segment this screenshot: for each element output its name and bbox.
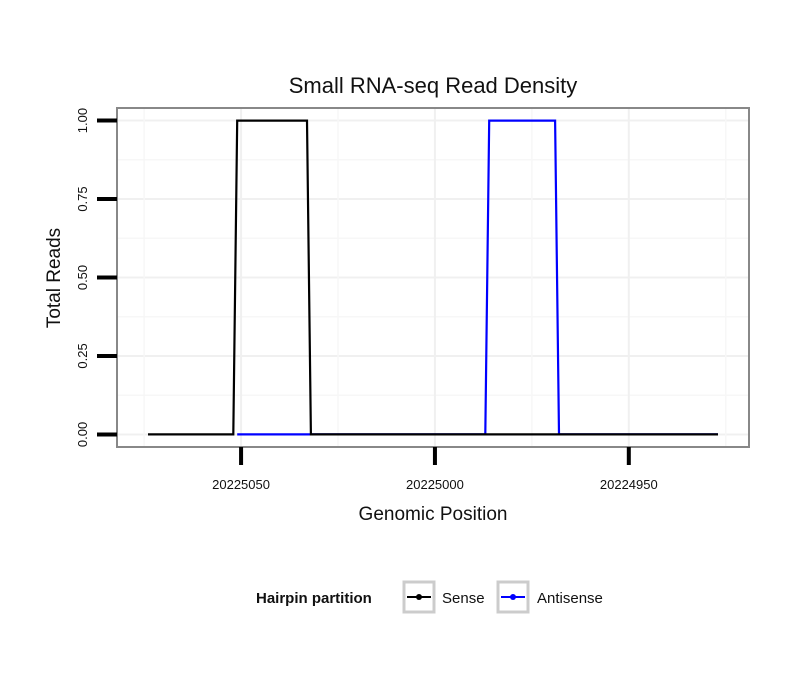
y-tick-label: 0.25 bbox=[75, 343, 90, 368]
chart-title: Small RNA-seq Read Density bbox=[289, 73, 578, 98]
x-tick-label: 20225050 bbox=[212, 477, 270, 492]
legend-label-sense: Sense bbox=[442, 590, 485, 607]
legend-key-sense-dot bbox=[416, 594, 422, 600]
legend: Hairpin partition Sense Antisense bbox=[256, 580, 603, 614]
y-tick-label: 0.00 bbox=[75, 422, 90, 447]
y-tick-label: 0.75 bbox=[75, 186, 90, 211]
y-tick-label: 1.00 bbox=[75, 108, 90, 133]
legend-label-antisense: Antisense bbox=[537, 590, 603, 607]
y-tick-label: 0.50 bbox=[75, 265, 90, 290]
series-line-sense bbox=[148, 119, 718, 436]
x-tick-label: 20225000 bbox=[406, 477, 464, 492]
series-lines bbox=[148, 119, 718, 436]
y-axis-title: Total Reads bbox=[44, 228, 65, 328]
axes: 0.00 0.25 0.50 0.75 1.00 20225050 20225000 2022… bbox=[75, 108, 658, 492]
legend-key-antisense-dot bbox=[510, 594, 516, 600]
legend-title: Hairpin partition bbox=[256, 590, 372, 607]
x-tick-label: 20224950 bbox=[600, 477, 658, 492]
grid bbox=[117, 108, 749, 447]
x-axis-title: Genomic Position bbox=[359, 504, 508, 525]
